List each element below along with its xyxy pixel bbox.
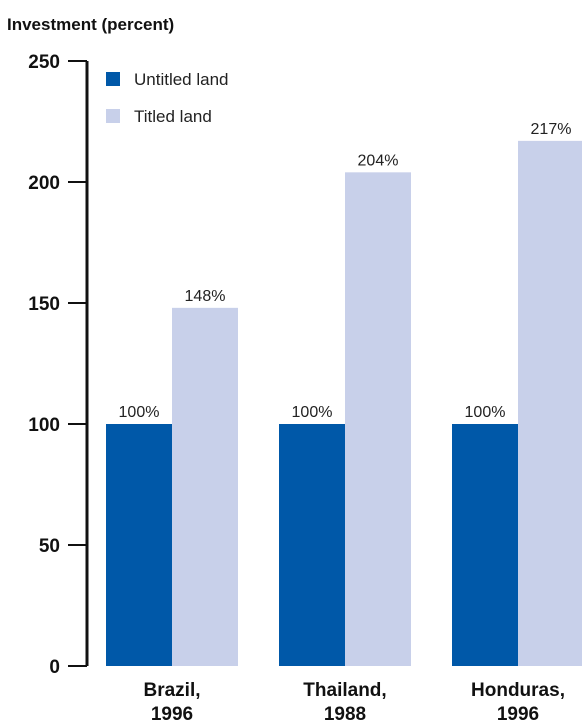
bar-titled: [345, 172, 411, 666]
y-tick-label: 250: [28, 52, 60, 73]
data-labels: 100% 148% 100% 204% 100% 217%: [119, 121, 572, 421]
y-tick-label: 0: [49, 657, 60, 678]
bar-value-label: 100%: [119, 404, 160, 421]
legend-label: Untitled land: [134, 70, 229, 89]
y-tick-label: 100: [28, 415, 60, 436]
bar-value-label: 204%: [358, 152, 399, 169]
bar-titled: [172, 307, 238, 666]
y-tick-label: 200: [28, 173, 60, 194]
bar-value-label: 100%: [465, 404, 506, 421]
y-axis-label: Investment (percent): [7, 15, 174, 34]
x-tick-label: Honduras, 1996: [471, 680, 565, 723]
bar-untitled: [452, 424, 518, 666]
legend: Untitled land Titled land: [106, 70, 229, 126]
bar-untitled: [279, 424, 345, 666]
bar-value-label: 148%: [185, 288, 226, 305]
legend-label: Titled land: [134, 107, 212, 126]
bars: [106, 140, 582, 667]
x-axis-ticks: Brazil, 1996 Thailand, 1988 Honduras, 1996: [143, 680, 564, 723]
legend-swatch: [106, 72, 120, 86]
bar-untitled: [106, 424, 172, 666]
y-tick-label: 50: [39, 536, 60, 557]
bar-value-label: 100%: [292, 404, 333, 421]
legend-swatch: [106, 109, 120, 123]
bar-titled: [518, 140, 582, 667]
x-tick-label: Brazil, 1996: [143, 680, 200, 723]
bar-value-label: 217%: [531, 121, 572, 138]
y-tick-label: 150: [28, 294, 60, 315]
y-axis: 0 50 100 150 200 250: [28, 52, 89, 678]
x-tick-label: Thailand, 1988: [303, 680, 386, 723]
